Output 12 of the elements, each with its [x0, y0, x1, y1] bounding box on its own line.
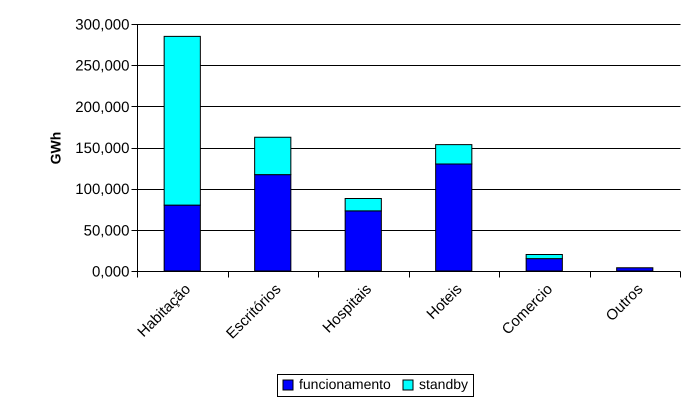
y-tick-label: 200,000	[75, 98, 130, 116]
y-tick-label: 50,000	[84, 222, 130, 240]
bar	[616, 267, 654, 272]
y-axis-title: GWh	[47, 132, 64, 164]
y-tick-label: 150,000	[75, 140, 130, 157]
y-tick-label: 250,000	[75, 58, 130, 75]
legend-label: funcionamento	[299, 376, 392, 392]
y-tick-label: 100,000	[75, 181, 130, 198]
y-tick-label: 0,000	[92, 264, 130, 280]
bar	[526, 258, 563, 272]
y-tick-label: 300,000	[75, 16, 130, 34]
legend-label: standby	[419, 376, 468, 392]
